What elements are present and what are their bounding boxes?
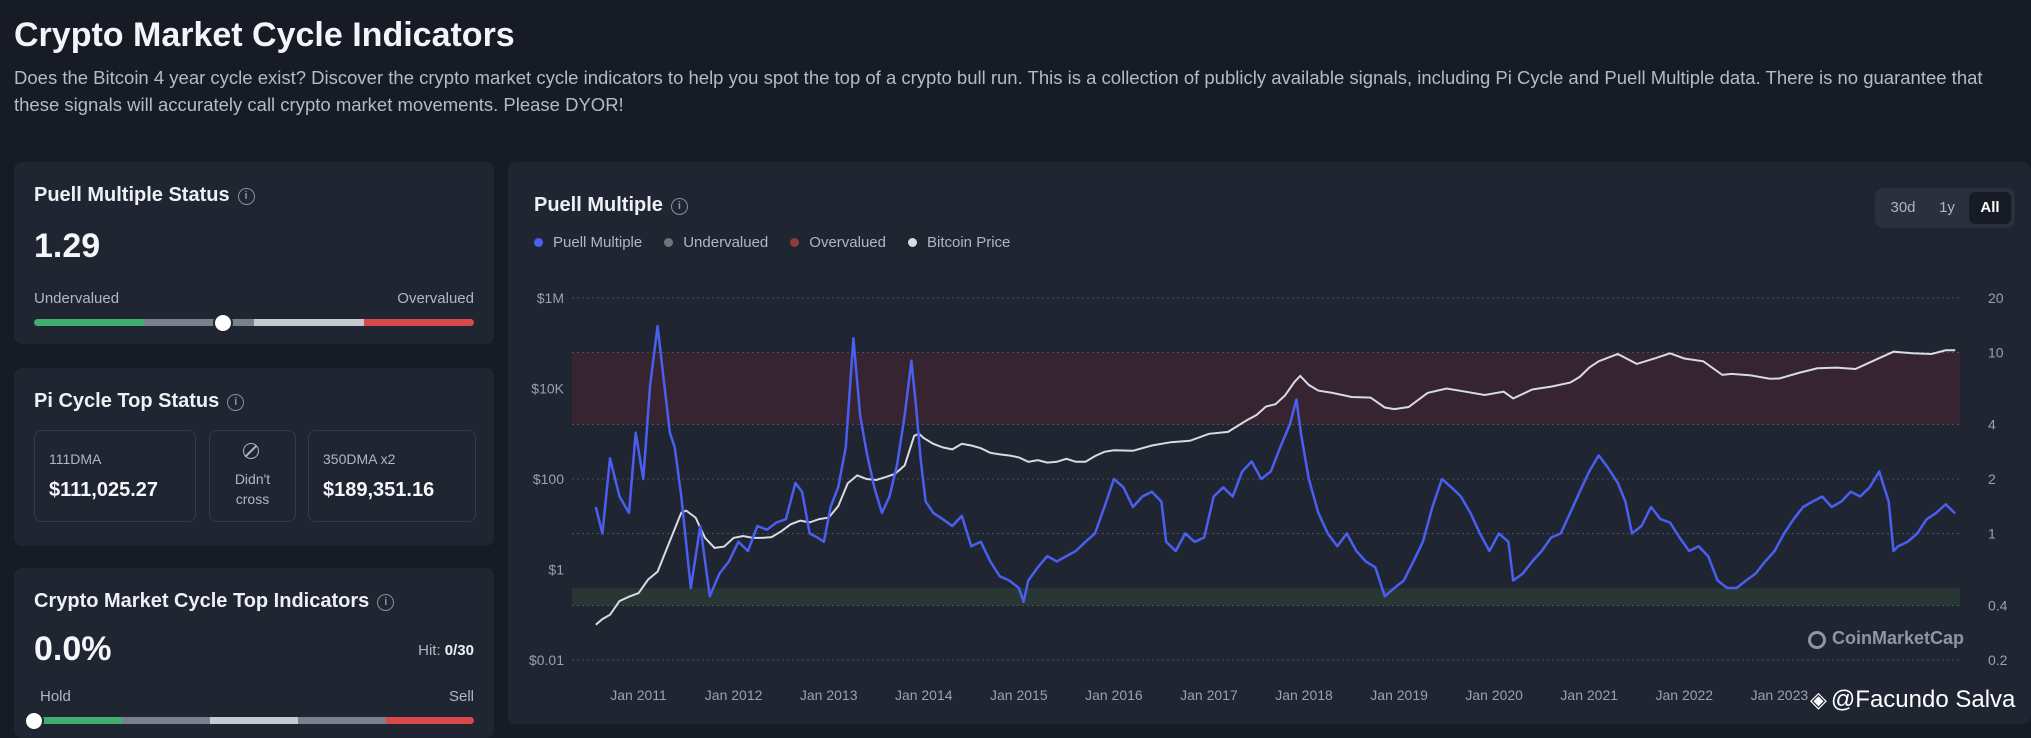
legend-dot (790, 238, 800, 247)
legend-dot (664, 238, 674, 247)
range-toggle: 30d 1y All (1875, 188, 2015, 228)
page-description: Does the Bitcoin 4 year cycle exist? Dis… (14, 67, 1983, 115)
pi-cycle-title: Pi Cycle Top Status i (34, 390, 245, 413)
pi-cycle-card: Pi Cycle Top Status i 111DMA $111,025.27 … (14, 368, 494, 546)
legend-undervalued[interactable]: Undervalued (664, 234, 768, 251)
range-all-button[interactable]: All (1969, 192, 2011, 224)
cycle-top-value: 0.0% (34, 630, 112, 668)
ma350-label: 350DMA x2 (323, 451, 396, 467)
no-cross-icon (243, 443, 259, 459)
puell-status-title: Puell Multiple Status i (34, 184, 255, 207)
page-title: Crypto Market Cycle Indicators (14, 16, 515, 54)
range-30d-button[interactable]: 30d (1890, 199, 1916, 216)
cross-status-box: Didn't cross (209, 430, 296, 522)
puell-gauge-knob (213, 313, 234, 333)
puell-gauge (34, 319, 474, 326)
ma111-value: $111,025.27 (49, 479, 159, 501)
info-icon[interactable]: i (670, 198, 688, 215)
legend-dot (534, 238, 543, 247)
cycle-top-title: Crypto Market Cycle Top Indicators i (34, 590, 395, 613)
ma350-box: 350DMA x2 $189,351.16 (308, 430, 476, 522)
ma111-label: 111DMA (49, 451, 102, 467)
coinmarketcap-logo-icon (1808, 631, 1826, 649)
hit-count: Hit: 0/30 (418, 642, 474, 659)
legend-overvalued[interactable]: Overvalued (790, 234, 886, 251)
info-icon[interactable]: i (227, 394, 245, 411)
cross-status-line1: Didn't (234, 471, 271, 487)
legend-dot (908, 238, 917, 247)
overvalued-label: Overvalued (397, 290, 474, 307)
coinmarketcap-watermark: CoinMarketCap (1808, 628, 1964, 649)
chart-legend: Puell Multiple Undervalued Overvalued Bi… (534, 234, 1010, 251)
cycle-top-gauge-knob (24, 711, 44, 731)
chart-title: Puell Multiple i (534, 194, 688, 217)
ma350-value: $189,351.16 (323, 479, 435, 501)
author-credit: ◈ @Facundo Salva (1810, 686, 2016, 713)
binance-logo-icon: ◈ (1810, 687, 1827, 712)
ma111-box: 111DMA $111,025.27 (34, 430, 196, 522)
cross-status-line2: cross (235, 491, 270, 507)
puell-status-value: 1.29 (34, 227, 101, 265)
info-icon[interactable]: i (377, 594, 395, 611)
legend-bitcoin-price[interactable]: Bitcoin Price (908, 234, 1010, 251)
cycle-top-gauge (34, 717, 474, 724)
hold-label: Hold (40, 688, 71, 705)
puell-status-card: Puell Multiple Status i 1.29 Undervalued … (14, 162, 494, 344)
sell-label: Sell (448, 688, 474, 705)
legend-puell[interactable]: Puell Multiple (534, 234, 642, 251)
info-icon[interactable]: i (237, 188, 255, 205)
cycle-top-card: Crypto Market Cycle Top Indicators i 0.0%… (14, 568, 494, 738)
undervalued-label: Undervalued (34, 290, 120, 307)
range-1y-button[interactable]: 1y (1939, 199, 1955, 216)
